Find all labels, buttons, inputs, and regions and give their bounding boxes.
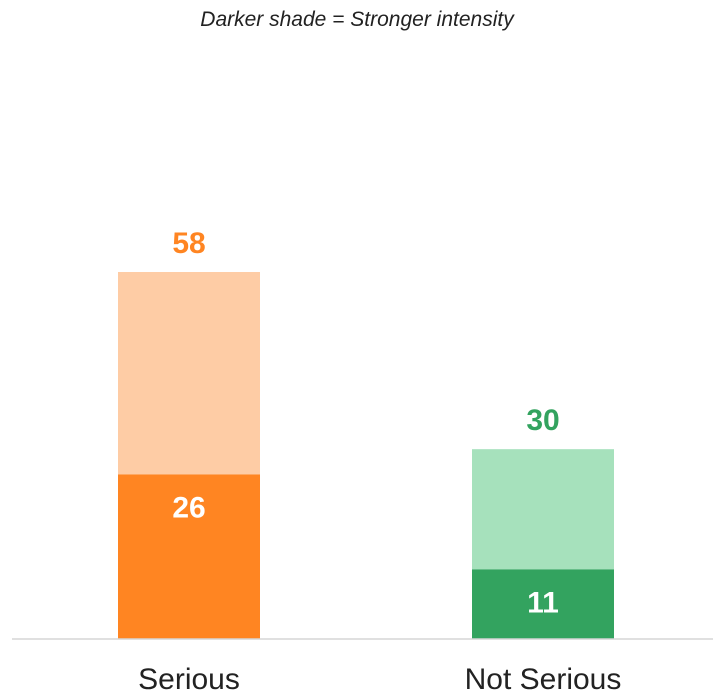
bar-serious-light-segment	[118, 272, 260, 475]
labels: 26 58 11 30	[172, 227, 559, 619]
bar-serious-total-label: 58	[172, 227, 205, 260]
bar-not-serious-total-label: 30	[526, 404, 559, 437]
bar-not-serious-strong-segment	[472, 569, 614, 640]
chart-subtitle: Darker shade = Stronger intensity	[200, 8, 515, 31]
category-label-serious: Serious	[138, 663, 240, 692]
bar-not-serious-light-segment	[472, 449, 614, 570]
bars	[118, 272, 614, 640]
bar-serious-strong-segment	[118, 474, 260, 640]
bar-not-serious-strong-value-label: 11	[527, 586, 559, 619]
bar-serious-strong-value-label: 26	[172, 491, 205, 524]
category-labels: Serious Not Serious	[138, 663, 621, 692]
category-label-not-serious: Not Serious	[465, 663, 622, 692]
